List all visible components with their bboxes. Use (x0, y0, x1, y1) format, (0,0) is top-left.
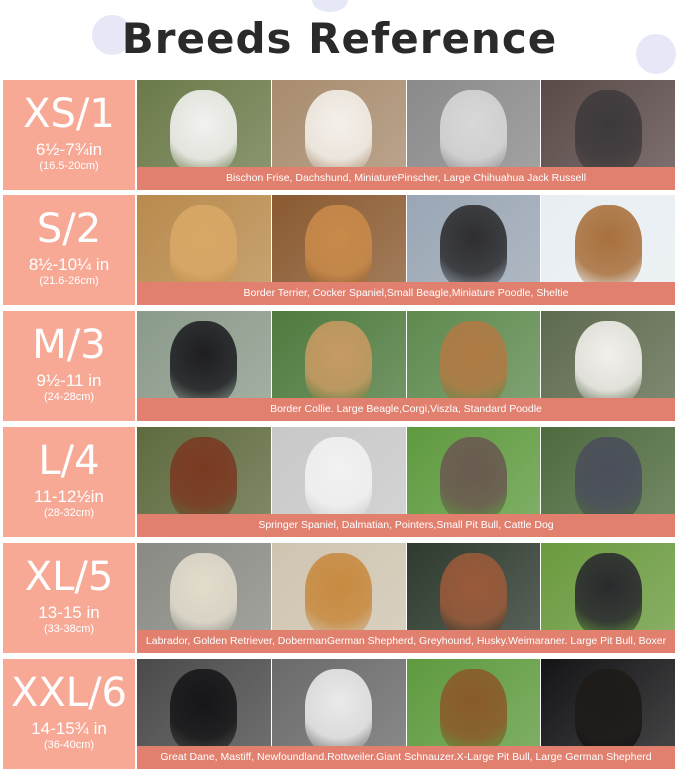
breed-list: Great Dane, Mastiff, Newfoundland.Rottwe… (137, 746, 675, 769)
size-label: XL/5 13-15 in (33-38cm) (3, 543, 135, 653)
size-code: XL/5 (24, 554, 114, 600)
size-row: XL/5 13-15 in (33-38cm) Labrador, Golden… (3, 543, 675, 653)
breed-list: Labrador, Golden Retriever, DobermanGerm… (137, 630, 675, 653)
size-label: XXL/6 14-15¾ in (36-40cm) (3, 659, 135, 769)
size-cm: (33-38cm) (43, 623, 95, 635)
size-cm: (24-28cm) (43, 391, 95, 403)
dog-photo (406, 195, 541, 282)
size-inches: 14-15¾ in (31, 719, 107, 738)
size-cm: (16.5-20cm) (39, 160, 99, 172)
size-code: S/2 (36, 206, 102, 252)
size-row: XS/1 6½-7¾in (16.5-20cm) Bischon Frise, … (3, 80, 675, 190)
size-row: S/2 8½-10¼ in (21.6-26cm) Border Terrier… (3, 195, 675, 305)
dog-photos (137, 311, 675, 398)
size-label: S/2 8½-10¼ in (21.6-26cm) (3, 195, 135, 305)
dog-photo (541, 195, 675, 282)
breed-list: Springer Spaniel, Dalmatian, Pointers,Sm… (137, 514, 675, 537)
size-cm: (21.6-26cm) (39, 275, 99, 287)
dog-photo (271, 80, 406, 167)
dog-photo (541, 427, 675, 514)
dog-photo (271, 659, 406, 746)
dog-photos (137, 427, 675, 514)
dog-photo (137, 427, 271, 514)
dog-photo (541, 659, 675, 746)
size-row: XXL/6 14-15¾ in (36-40cm) Great Dane, Ma… (3, 659, 675, 769)
dog-photo (541, 543, 675, 630)
size-row: L/4 11-12½in (28-32cm) Springer Spaniel,… (3, 427, 675, 537)
size-label: M/3 9½-11 in (24-28cm) (3, 311, 135, 421)
dog-photo (137, 195, 271, 282)
dog-photo (406, 543, 541, 630)
size-inches: 6½-7¾in (35, 140, 103, 159)
breed-list: Border Terrier, Cocker Spaniel,Small Bea… (137, 282, 675, 305)
size-inches: 11-12½in (34, 487, 104, 506)
size-code: M/3 (32, 322, 106, 368)
breed-list: Border Collie. Large Beagle,Corgi,Viszla… (137, 398, 675, 421)
dog-photo (271, 427, 406, 514)
page-title: Breeds Reference (121, 14, 558, 63)
size-label: XS/1 6½-7¾in (16.5-20cm) (3, 80, 135, 190)
dog-photo (541, 80, 675, 167)
dog-photos (137, 80, 675, 167)
decorative-bubble (636, 34, 676, 74)
dog-photos (137, 543, 675, 630)
dog-photo (406, 659, 541, 746)
size-inches: 9½-11 in (36, 371, 102, 390)
dog-photo (137, 543, 271, 630)
size-code: XS/1 (23, 91, 115, 137)
size-inches: 13-15 in (38, 603, 100, 622)
decorative-bubble (92, 15, 132, 55)
dog-photos (137, 659, 675, 746)
dog-photo (271, 543, 406, 630)
dog-photo (137, 80, 271, 167)
size-inches: 8½-10¼ in (28, 255, 110, 274)
dog-photo (406, 427, 541, 514)
size-code: L/4 (38, 438, 100, 484)
dog-photos (137, 195, 675, 282)
dog-photo (137, 311, 271, 398)
dog-photo (271, 195, 406, 282)
breed-list: Bischon Frise, Dachshund, MiniaturePinsc… (137, 167, 675, 190)
dog-photo (271, 311, 406, 398)
dog-photo (406, 80, 541, 167)
size-cm: (36-40cm) (43, 739, 95, 751)
size-code: XXL/6 (10, 670, 127, 716)
size-label: L/4 11-12½in (28-32cm) (3, 427, 135, 537)
dog-photo (137, 659, 271, 746)
size-row: M/3 9½-11 in (24-28cm) Border Collie. La… (3, 311, 675, 421)
decorative-bubble (312, 0, 348, 12)
dog-photo (541, 311, 675, 398)
dog-photo (406, 311, 541, 398)
size-cm: (28-32cm) (43, 507, 95, 519)
